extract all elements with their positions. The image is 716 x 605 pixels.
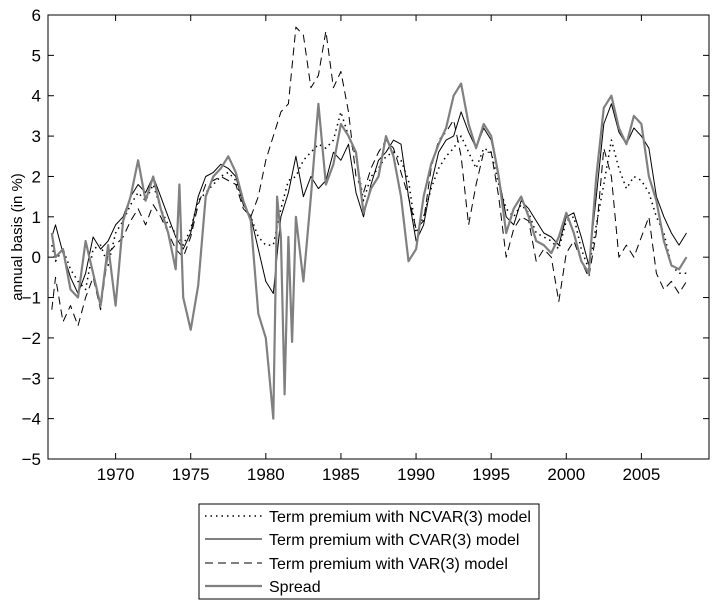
- x-tick-label: 1980: [247, 465, 285, 484]
- legend-item-cvar: Term premium with CVAR(3) model: [205, 532, 519, 549]
- y-tick-label: −2: [22, 329, 41, 348]
- x-tick-label: 1970: [97, 465, 135, 484]
- x-tick-label: 1990: [397, 465, 435, 484]
- legend: Term premium with NCVAR(3) model Term pr…: [198, 503, 540, 600]
- x-axis: 1970 1975 1980 1985 1990 1995 2000 2005: [97, 15, 660, 484]
- legend-label-ncvar: Term premium with NCVAR(3) model: [269, 509, 531, 526]
- legend-item-ncvar: Term premium with NCVAR(3) model: [205, 509, 531, 526]
- y-tick-label: 0: [32, 248, 41, 267]
- x-tick-label: 1995: [472, 465, 510, 484]
- y-axis: −5 −4 −3 −2 −1 0 1 2 3 4 5 6: [22, 6, 709, 469]
- legend-item-var: Term premium with VAR(3) model: [205, 556, 508, 573]
- y-tick-label: 1: [32, 208, 41, 227]
- legend-label-spread: Spread: [269, 579, 321, 596]
- y-tick-label: −5: [22, 450, 41, 469]
- y-tick-label: 2: [32, 167, 41, 186]
- legend-item-spread: Spread: [205, 579, 321, 596]
- y-tick-label: 3: [32, 127, 41, 146]
- legend-box: [198, 503, 540, 600]
- y-axis-title: annual basis (in %): [9, 173, 26, 301]
- y-tick-label: 5: [32, 46, 41, 65]
- y-tick-label: −1: [22, 289, 41, 308]
- y-tick-label: −3: [22, 369, 41, 388]
- x-tick-label: 2005: [622, 465, 660, 484]
- y-tick-label: 4: [32, 87, 41, 106]
- axes-frame: [47, 14, 710, 460]
- x-tick-label: 2000: [547, 465, 585, 484]
- legend-label-var: Term premium with VAR(3) model: [269, 556, 508, 573]
- y-tick-label: 6: [32, 6, 41, 25]
- x-tick-label: 1985: [322, 465, 360, 484]
- series-layer: [50, 26, 688, 420]
- series-line-3: [50, 82, 688, 420]
- x-tick-label: 1975: [172, 465, 210, 484]
- legend-label-cvar: Term premium with CVAR(3) model: [269, 532, 519, 549]
- y-tick-label: −4: [22, 410, 41, 429]
- plot-area: 1970 1975 1980 1985 1990 1995 2000 2005 −5−4−3−…: [22, 6, 710, 484]
